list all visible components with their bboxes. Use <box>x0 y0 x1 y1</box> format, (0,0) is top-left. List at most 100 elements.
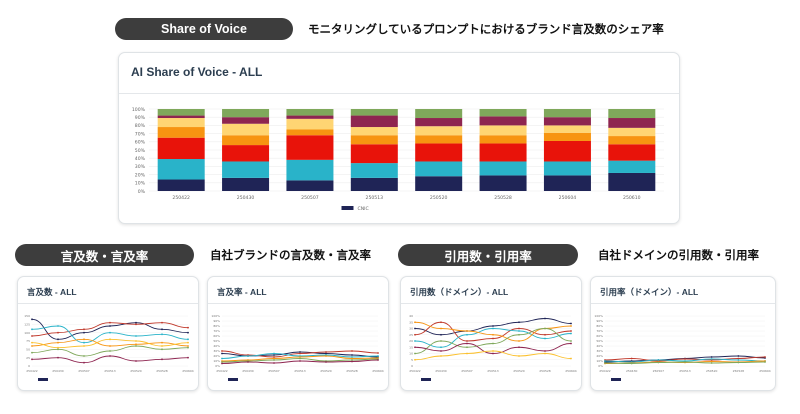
data-point <box>737 359 740 361</box>
bar-segment <box>286 118 334 130</box>
bar-segment <box>415 143 463 162</box>
y-tick-label: 20% <box>135 172 146 178</box>
y-tick-label: 25 <box>409 333 413 337</box>
data-point <box>109 331 111 334</box>
citations-caption: 自社ドメインの引用数・引用率 <box>598 248 759 262</box>
data-point <box>31 318 33 321</box>
bar-segment <box>157 115 205 119</box>
data-point <box>657 361 660 364</box>
bar-segment <box>608 118 656 128</box>
data-point <box>351 356 353 358</box>
y-tick-label: 70% <box>135 131 146 137</box>
bar-segment <box>286 109 334 116</box>
data-point <box>570 342 572 345</box>
x-tick-label: 250520 <box>513 369 525 373</box>
y-tick-label: 90% <box>213 319 220 323</box>
y-tick-label: 20% <box>596 354 603 358</box>
data-point <box>570 322 572 325</box>
x-tick-label: 250507 <box>268 369 280 373</box>
x-tick-label: 250604 <box>565 369 577 373</box>
data-point <box>518 321 520 324</box>
data-point <box>161 321 163 324</box>
data-point <box>57 346 59 349</box>
data-point <box>440 350 442 352</box>
y-tick-label: 100% <box>132 107 146 113</box>
data-point <box>273 362 275 364</box>
data-point <box>273 357 275 360</box>
y-tick-label: 100% <box>211 314 220 318</box>
bar-segment <box>543 175 591 191</box>
data-point <box>440 333 442 336</box>
series-line <box>414 343 572 354</box>
data-point <box>414 327 416 330</box>
y-tick-label: 10 <box>409 352 413 356</box>
data-point <box>492 325 494 327</box>
data-point <box>187 331 189 334</box>
data-point <box>570 332 572 335</box>
y-tick-label: 10% <box>213 359 220 363</box>
data-point <box>325 351 327 353</box>
x-tick-label: 250507 <box>653 369 665 373</box>
y-tick-label: 50% <box>135 148 146 154</box>
x-tick-label: 250528 <box>494 195 512 201</box>
series-line <box>31 338 189 347</box>
x-tick-label: 250430 <box>52 369 64 373</box>
data-point <box>247 355 249 357</box>
bar-segment <box>350 135 398 145</box>
data-point <box>273 356 275 358</box>
data-point <box>221 362 223 365</box>
mentions-count-title: 言及数 - ALL <box>27 287 77 297</box>
data-point <box>570 325 572 327</box>
data-point <box>273 354 275 356</box>
data-point <box>570 340 572 342</box>
mentions-rate-card: 言及率 - ALL 0% 10% 20% 30% 40% 50% 60% 70% 80% 90% 1… <box>207 276 389 391</box>
data-point <box>31 341 33 344</box>
y-tick-label: 100 <box>24 331 30 335</box>
data-point <box>377 352 379 354</box>
data-point <box>57 341 59 344</box>
mentions-count-card: 言及数 - ALL 0 25 50 75 100 125 150 250422 250430 25… <box>17 276 199 391</box>
x-tick-label: 250520 <box>430 195 448 201</box>
y-tick-label: 30 <box>409 327 413 331</box>
share-of-voice-caption: モニタリングしているプロンプトにおけるブランド言及数のシェア率 <box>308 22 664 36</box>
x-tick-label: 250430 <box>237 195 255 201</box>
card-divider <box>401 303 581 304</box>
data-point <box>492 350 494 352</box>
mentions-caption: 自社ブランドの言及数・言及率 <box>210 248 371 262</box>
data-point <box>247 361 249 363</box>
bar-segment <box>608 109 656 119</box>
data-point <box>440 346 442 349</box>
x-tick-label: 250604 <box>759 369 771 373</box>
data-point <box>161 333 163 336</box>
x-tick-label: 250422 <box>599 369 611 373</box>
citations-rate-card: 引用率（ドメイン）- ALL 0% 10% 20% 30% 40% 50% 60% 70% 80… <box>590 276 776 391</box>
card-divider <box>18 303 198 304</box>
bar-segment <box>286 159 334 181</box>
y-tick-label: 125 <box>24 323 30 327</box>
data-point <box>109 325 111 327</box>
bar-segment <box>350 163 398 178</box>
share-of-voice-card: AI Share of Voice - ALL 0% 10% 20% 30% 40% 50… <box>118 52 680 224</box>
data-point <box>518 346 520 349</box>
bar-segment <box>543 125 591 133</box>
data-point <box>604 362 606 364</box>
bar-segment <box>608 136 656 145</box>
data-point <box>492 352 494 355</box>
y-tick-label: 50% <box>213 339 220 343</box>
bar-segment <box>543 132 591 141</box>
x-tick-label: 250513 <box>104 369 116 373</box>
data-point <box>187 326 189 329</box>
legend-swatch <box>611 378 621 381</box>
data-point <box>710 358 713 360</box>
x-tick-label: 250520 <box>320 369 332 373</box>
data-point <box>351 360 353 363</box>
x-tick-label: 250430 <box>435 369 447 373</box>
y-tick-label: 40% <box>213 344 220 348</box>
data-point <box>737 361 740 364</box>
bar-segment <box>479 143 527 162</box>
y-tick-label: 50% <box>596 339 603 343</box>
data-point <box>57 338 59 341</box>
data-point <box>109 350 111 352</box>
data-point <box>161 345 163 347</box>
bar-segment <box>286 180 334 191</box>
